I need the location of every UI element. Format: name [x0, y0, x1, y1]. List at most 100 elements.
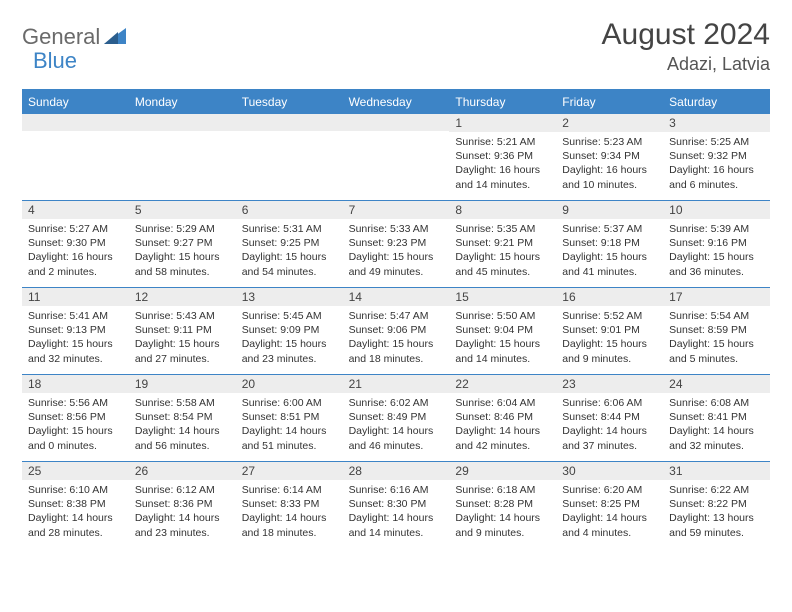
- daylight-text: Daylight: 15 hours and 58 minutes.: [135, 250, 230, 278]
- day-number: 9: [556, 201, 663, 219]
- sunrise-text: Sunrise: 5:45 AM: [242, 309, 337, 323]
- day-cell: 6Sunrise: 5:31 AMSunset: 9:25 PMDaylight…: [236, 201, 343, 287]
- day-details: Sunrise: 5:37 AMSunset: 9:18 PMDaylight:…: [556, 219, 663, 279]
- sunrise-text: Sunrise: 5:21 AM: [455, 135, 550, 149]
- sunset-text: Sunset: 9:11 PM: [135, 323, 230, 337]
- day-cell: 19Sunrise: 5:58 AMSunset: 8:54 PMDayligh…: [129, 375, 236, 461]
- day-details: Sunrise: 5:33 AMSunset: 9:23 PMDaylight:…: [343, 219, 450, 279]
- daylight-text: Daylight: 14 hours and 23 minutes.: [135, 511, 230, 539]
- day-number: [236, 114, 343, 131]
- day-cell: 5Sunrise: 5:29 AMSunset: 9:27 PMDaylight…: [129, 201, 236, 287]
- daylight-text: Daylight: 15 hours and 36 minutes.: [669, 250, 764, 278]
- day-cell: [22, 114, 129, 200]
- day-number: 2: [556, 114, 663, 132]
- day-number: 23: [556, 375, 663, 393]
- day-details: Sunrise: 5:39 AMSunset: 9:16 PMDaylight:…: [663, 219, 770, 279]
- logo-text-general: General: [22, 24, 100, 50]
- day-details: Sunrise: 5:54 AMSunset: 8:59 PMDaylight:…: [663, 306, 770, 366]
- sunrise-text: Sunrise: 5:52 AM: [562, 309, 657, 323]
- day-details: Sunrise: 6:02 AMSunset: 8:49 PMDaylight:…: [343, 393, 450, 453]
- sunset-text: Sunset: 8:25 PM: [562, 497, 657, 511]
- day-details: Sunrise: 6:10 AMSunset: 8:38 PMDaylight:…: [22, 480, 129, 540]
- sunset-text: Sunset: 8:46 PM: [455, 410, 550, 424]
- day-number: 17: [663, 288, 770, 306]
- weeks-container: 1Sunrise: 5:21 AMSunset: 9:36 PMDaylight…: [22, 113, 770, 548]
- day-number: 8: [449, 201, 556, 219]
- daylight-text: Daylight: 15 hours and 9 minutes.: [562, 337, 657, 365]
- month-title: August 2024: [602, 18, 770, 52]
- sunset-text: Sunset: 8:49 PM: [349, 410, 444, 424]
- day-details: Sunrise: 5:25 AMSunset: 9:32 PMDaylight:…: [663, 132, 770, 192]
- day-cell: 16Sunrise: 5:52 AMSunset: 9:01 PMDayligh…: [556, 288, 663, 374]
- sunrise-text: Sunrise: 6:12 AM: [135, 483, 230, 497]
- sunset-text: Sunset: 8:51 PM: [242, 410, 337, 424]
- sunrise-text: Sunrise: 6:02 AM: [349, 396, 444, 410]
- dow-sunday: Sunday: [22, 91, 129, 113]
- day-number: 10: [663, 201, 770, 219]
- day-cell: 29Sunrise: 6:18 AMSunset: 8:28 PMDayligh…: [449, 462, 556, 548]
- sunset-text: Sunset: 9:23 PM: [349, 236, 444, 250]
- sunrise-text: Sunrise: 5:41 AM: [28, 309, 123, 323]
- daylight-text: Daylight: 14 hours and 14 minutes.: [349, 511, 444, 539]
- week-row: 18Sunrise: 5:56 AMSunset: 8:56 PMDayligh…: [22, 374, 770, 461]
- sunset-text: Sunset: 8:30 PM: [349, 497, 444, 511]
- day-number: 22: [449, 375, 556, 393]
- sunset-text: Sunset: 8:22 PM: [669, 497, 764, 511]
- sunrise-text: Sunrise: 5:35 AM: [455, 222, 550, 236]
- day-number: 21: [343, 375, 450, 393]
- day-number: 5: [129, 201, 236, 219]
- day-details: Sunrise: 6:04 AMSunset: 8:46 PMDaylight:…: [449, 393, 556, 453]
- sunrise-text: Sunrise: 5:23 AM: [562, 135, 657, 149]
- sunrise-text: Sunrise: 5:39 AM: [669, 222, 764, 236]
- day-cell: 18Sunrise: 5:56 AMSunset: 8:56 PMDayligh…: [22, 375, 129, 461]
- daylight-text: Daylight: 15 hours and 23 minutes.: [242, 337, 337, 365]
- day-number: [343, 114, 450, 131]
- day-number: 19: [129, 375, 236, 393]
- day-number: 24: [663, 375, 770, 393]
- day-cell: 15Sunrise: 5:50 AMSunset: 9:04 PMDayligh…: [449, 288, 556, 374]
- sunrise-text: Sunrise: 5:33 AM: [349, 222, 444, 236]
- daylight-text: Daylight: 15 hours and 41 minutes.: [562, 250, 657, 278]
- sunset-text: Sunset: 8:54 PM: [135, 410, 230, 424]
- day-details: Sunrise: 6:14 AMSunset: 8:33 PMDaylight:…: [236, 480, 343, 540]
- day-details: Sunrise: 5:31 AMSunset: 9:25 PMDaylight:…: [236, 219, 343, 279]
- daylight-text: Daylight: 13 hours and 59 minutes.: [669, 511, 764, 539]
- daylight-text: Daylight: 15 hours and 49 minutes.: [349, 250, 444, 278]
- sunset-text: Sunset: 9:30 PM: [28, 236, 123, 250]
- day-cell: [129, 114, 236, 200]
- sunset-text: Sunset: 9:06 PM: [349, 323, 444, 337]
- day-number: 26: [129, 462, 236, 480]
- sunset-text: Sunset: 8:56 PM: [28, 410, 123, 424]
- sunrise-text: Sunrise: 6:20 AM: [562, 483, 657, 497]
- daylight-text: Daylight: 15 hours and 32 minutes.: [28, 337, 123, 365]
- day-cell: 20Sunrise: 6:00 AMSunset: 8:51 PMDayligh…: [236, 375, 343, 461]
- day-number: [129, 114, 236, 131]
- sunset-text: Sunset: 9:04 PM: [455, 323, 550, 337]
- daylight-text: Daylight: 16 hours and 14 minutes.: [455, 163, 550, 191]
- daylight-text: Daylight: 15 hours and 54 minutes.: [242, 250, 337, 278]
- daylight-text: Daylight: 14 hours and 9 minutes.: [455, 511, 550, 539]
- sunset-text: Sunset: 9:09 PM: [242, 323, 337, 337]
- day-cell: 3Sunrise: 5:25 AMSunset: 9:32 PMDaylight…: [663, 114, 770, 200]
- day-number: 6: [236, 201, 343, 219]
- sunrise-text: Sunrise: 6:10 AM: [28, 483, 123, 497]
- sunset-text: Sunset: 8:41 PM: [669, 410, 764, 424]
- daylight-text: Daylight: 16 hours and 10 minutes.: [562, 163, 657, 191]
- day-cell: 30Sunrise: 6:20 AMSunset: 8:25 PMDayligh…: [556, 462, 663, 548]
- day-cell: 9Sunrise: 5:37 AMSunset: 9:18 PMDaylight…: [556, 201, 663, 287]
- day-details: Sunrise: 6:00 AMSunset: 8:51 PMDaylight:…: [236, 393, 343, 453]
- day-number: 15: [449, 288, 556, 306]
- day-cell: 31Sunrise: 6:22 AMSunset: 8:22 PMDayligh…: [663, 462, 770, 548]
- week-row: 11Sunrise: 5:41 AMSunset: 9:13 PMDayligh…: [22, 287, 770, 374]
- day-cell: 8Sunrise: 5:35 AMSunset: 9:21 PMDaylight…: [449, 201, 556, 287]
- daylight-text: Daylight: 16 hours and 6 minutes.: [669, 163, 764, 191]
- day-details: Sunrise: 5:29 AMSunset: 9:27 PMDaylight:…: [129, 219, 236, 279]
- day-cell: 21Sunrise: 6:02 AMSunset: 8:49 PMDayligh…: [343, 375, 450, 461]
- daylight-text: Daylight: 14 hours and 51 minutes.: [242, 424, 337, 452]
- dow-monday: Monday: [129, 91, 236, 113]
- sunrise-text: Sunrise: 6:04 AM: [455, 396, 550, 410]
- day-cell: 4Sunrise: 5:27 AMSunset: 9:30 PMDaylight…: [22, 201, 129, 287]
- day-cell: 27Sunrise: 6:14 AMSunset: 8:33 PMDayligh…: [236, 462, 343, 548]
- sunrise-text: Sunrise: 5:25 AM: [669, 135, 764, 149]
- dow-friday: Friday: [556, 91, 663, 113]
